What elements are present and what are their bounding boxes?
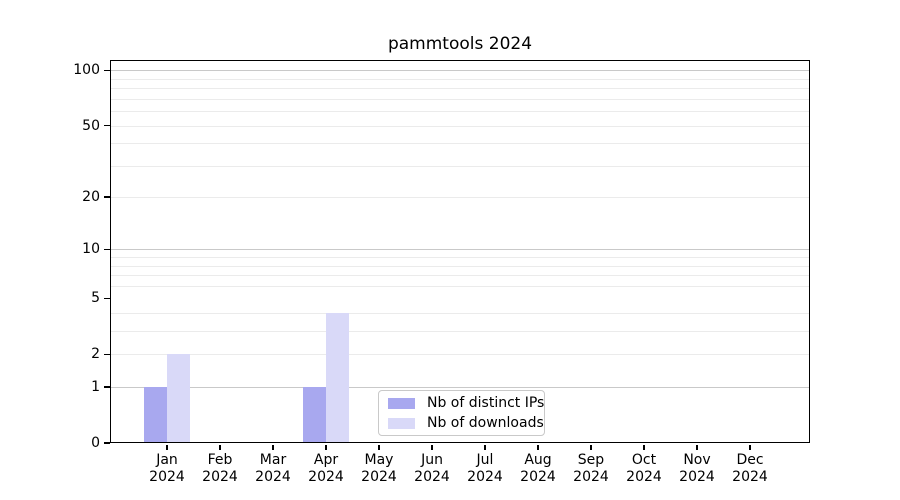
major-gridline xyxy=(110,249,810,251)
x-tick-month: Aug xyxy=(524,452,552,468)
x-tick-year: 2024 xyxy=(414,469,450,485)
y-tick-mark xyxy=(104,196,110,199)
minor-gridline xyxy=(110,257,810,259)
y-tick-mark xyxy=(104,353,110,356)
x-tick-mark xyxy=(325,444,327,450)
x-tick-label: Nov 2024 xyxy=(665,452,729,486)
x-tick-year: 2024 xyxy=(202,469,238,485)
x-tick-label: Dec 2024 xyxy=(718,452,782,486)
x-tick-mark xyxy=(590,444,592,450)
minor-gridline xyxy=(110,125,810,127)
x-tick-mark xyxy=(749,444,751,450)
bar-nb-of-distinct-ips-jan xyxy=(144,387,167,443)
x-tick-year: 2024 xyxy=(520,469,556,485)
x-tick-month: Apr xyxy=(313,452,339,468)
x-tick-label: Oct 2024 xyxy=(612,452,676,486)
plot-border xyxy=(110,60,810,443)
x-tick-label: Apr 2024 xyxy=(294,452,358,486)
minor-gridline xyxy=(110,313,810,315)
x-tick-month: Dec xyxy=(736,452,764,468)
x-tick-mark xyxy=(431,444,433,450)
x-tick-mark xyxy=(696,444,698,450)
legend-swatch-distinct-ips xyxy=(388,397,415,409)
x-tick-year: 2024 xyxy=(308,469,344,485)
x-tick-month: Sep xyxy=(577,452,605,468)
x-tick-year: 2024 xyxy=(467,469,503,485)
y-tick-label: 20 xyxy=(82,189,100,206)
x-tick-label: Aug 2024 xyxy=(506,452,570,486)
minor-gridline xyxy=(110,165,810,167)
x-tick-month: Mar xyxy=(259,452,287,468)
y-tick-mark xyxy=(104,386,110,388)
y-tick-label: 0 xyxy=(91,435,100,451)
minor-gridline xyxy=(110,354,810,356)
x-tick-mark xyxy=(537,444,539,450)
minor-gridline xyxy=(110,265,810,267)
major-gridline xyxy=(110,70,810,72)
x-tick-mark xyxy=(272,444,274,450)
minor-gridline xyxy=(110,88,810,90)
x-tick-label: Mar 2024 xyxy=(241,452,305,486)
minor-gridline xyxy=(110,98,810,100)
x-tick-month: May xyxy=(364,452,394,468)
x-tick-year: 2024 xyxy=(679,469,715,485)
y-tick-label: 1 xyxy=(91,379,100,396)
x-tick-mark xyxy=(166,444,168,450)
y-tick-mark xyxy=(104,124,110,127)
minor-gridline xyxy=(110,143,810,145)
plot-area xyxy=(110,60,810,443)
x-tick-month: Nov xyxy=(683,452,711,468)
minor-gridline xyxy=(110,331,810,333)
minor-gridline xyxy=(110,78,810,80)
minor-gridline xyxy=(110,285,810,287)
x-tick-label: Sep 2024 xyxy=(559,452,623,486)
x-tick-year: 2024 xyxy=(255,469,291,485)
major-gridline xyxy=(110,387,810,389)
x-tick-month: Oct xyxy=(631,452,657,468)
legend-item-distinct-ips: Nb of distinct IPs xyxy=(388,395,544,411)
y-tick-mark xyxy=(104,69,110,72)
x-tick-year: 2024 xyxy=(573,469,609,485)
x-tick-mark xyxy=(484,444,486,450)
x-tick-label: Jun 2024 xyxy=(400,452,464,486)
x-tick-month: Jun xyxy=(421,452,443,468)
y-tick-mark xyxy=(104,442,110,444)
y-tick-label: 2 xyxy=(91,346,100,363)
x-tick-year: 2024 xyxy=(149,469,185,485)
x-tick-month: Jul xyxy=(476,452,494,468)
y-tick-label: 100 xyxy=(73,62,100,79)
minor-gridline xyxy=(110,111,810,113)
y-tick-label: 10 xyxy=(82,241,100,258)
x-tick-label: May 2024 xyxy=(347,452,411,486)
y-tick-label: 50 xyxy=(82,117,100,134)
x-tick-mark xyxy=(643,444,645,450)
x-tick-month: Feb xyxy=(207,452,233,468)
x-tick-year: 2024 xyxy=(626,469,662,485)
chart-title: pammtools 2024 xyxy=(387,34,533,54)
legend-label-downloads: Nb of downloads xyxy=(427,415,544,431)
legend: Nb of distinct IPs Nb of downloads xyxy=(378,390,545,436)
x-tick-mark xyxy=(378,444,380,450)
x-tick-mark xyxy=(219,444,221,450)
y-tick-label: 5 xyxy=(91,290,100,307)
legend-item-downloads: Nb of downloads xyxy=(388,415,544,431)
x-tick-year: 2024 xyxy=(361,469,397,485)
legend-label-distinct-ips: Nb of distinct IPs xyxy=(427,395,545,411)
minor-gridline xyxy=(110,197,810,199)
x-tick-label: Feb 2024 xyxy=(188,452,252,486)
x-tick-year: 2024 xyxy=(732,469,768,485)
minor-gridline xyxy=(110,275,810,277)
x-tick-month: Jan xyxy=(156,452,178,468)
x-tick-label: Jan 2024 xyxy=(135,452,199,486)
bar-nb-of-downloads-apr xyxy=(326,313,349,443)
bar-nb-of-downloads-jan xyxy=(167,354,190,443)
bar-nb-of-distinct-ips-apr xyxy=(303,387,326,443)
x-tick-label: Jul 2024 xyxy=(453,452,517,486)
y-tick-mark xyxy=(104,248,110,251)
y-tick-mark xyxy=(104,297,110,300)
legend-swatch-downloads xyxy=(388,417,415,429)
